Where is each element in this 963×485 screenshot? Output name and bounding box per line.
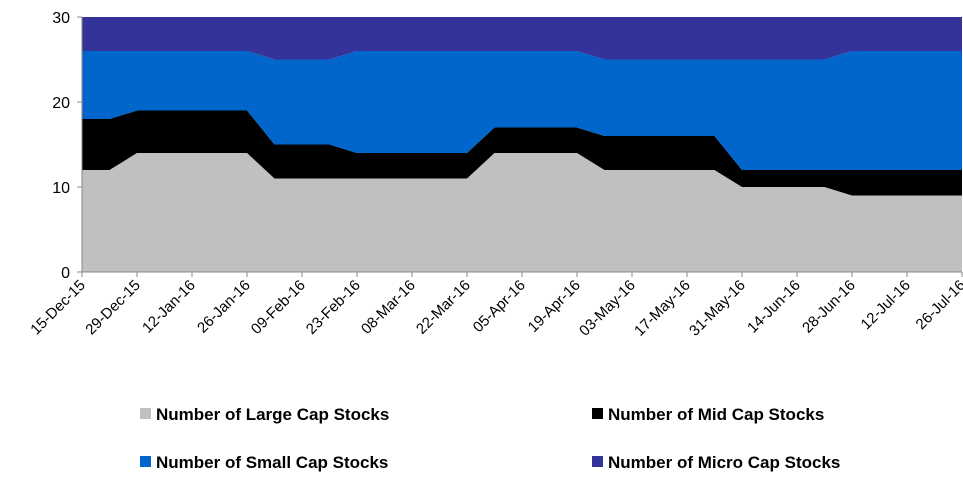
area [82, 51, 962, 170]
x-tick-label: 05-Apr-16 [470, 277, 529, 336]
y-tick-label: 0 [61, 265, 70, 282]
x-tick-label: 08-Mar-16 [358, 277, 419, 338]
legend-label: Number of Small Cap Stocks [156, 453, 388, 472]
area [82, 110, 962, 196]
y-tick-label: 20 [52, 95, 70, 112]
x-tick-label: 14-Jun-16 [744, 277, 804, 337]
legend-swatch [592, 408, 603, 419]
y-tick-label: 10 [52, 180, 70, 197]
y-tick-label: 30 [52, 10, 70, 27]
x-tick-label: 22-Mar-16 [413, 277, 474, 338]
legend-label: Number of Micro Cap Stocks [608, 453, 840, 472]
area [82, 17, 962, 60]
x-tick-label: 28-Jun-16 [799, 277, 859, 337]
x-tick-label: 19-Apr-16 [525, 277, 584, 336]
x-tick-label: 23-Feb-16 [303, 277, 364, 338]
area [82, 153, 962, 272]
legend-swatch [592, 456, 603, 467]
x-tick-label: 12-Jul-16 [858, 277, 914, 333]
x-tick-label: 03-May-16 [576, 277, 639, 340]
legend-swatch [140, 456, 151, 467]
x-tick-label: 26-Jan-16 [194, 277, 254, 337]
x-tick-label: 12-Jan-16 [139, 277, 199, 337]
x-tick-label: 26-Jul-16 [913, 277, 963, 333]
x-tick-label: 09-Feb-16 [248, 277, 309, 338]
legend-label: Number of Mid Cap Stocks [608, 405, 824, 424]
x-tick-label: 29-Dec-15 [82, 277, 144, 339]
x-tick-label: 17-May-16 [631, 277, 694, 340]
x-tick-label: 15-Dec-15 [27, 277, 89, 339]
legend-swatch [140, 408, 151, 419]
legend-label: Number of Large Cap Stocks [156, 405, 389, 424]
x-tick-label: 31-May-16 [686, 277, 749, 340]
